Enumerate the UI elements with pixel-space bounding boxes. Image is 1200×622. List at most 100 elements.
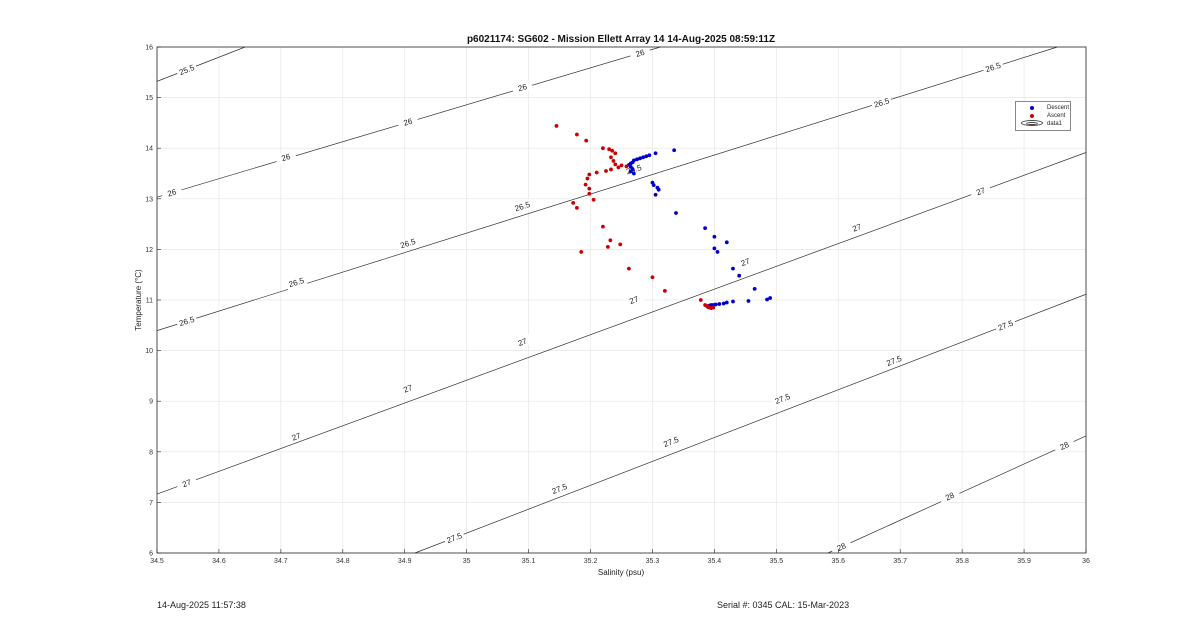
chart-title: p6021174: SG602 - Mission Ellett Array 1… [467,34,775,45]
contour-label-bg [830,538,853,556]
descent-point [746,299,751,303]
ascent-point [604,169,608,173]
contour-label-bg [443,529,466,547]
y-tick-label: 9 [149,399,153,406]
contour-label-bg [548,480,571,498]
legend-item-descent: Descent [1019,104,1069,112]
y-tick-label: 16 [145,45,153,52]
descent-point [715,250,720,254]
ascent-point [611,158,616,163]
x-tick-label: 35.1 [522,558,536,565]
contour-label-bg [629,45,652,61]
ascent-point [624,164,629,169]
y-tick-label: 15 [145,95,153,102]
x-tick-label: 34.5 [150,558,164,565]
y-tick-label: 10 [145,348,153,355]
ascent-point [571,200,576,205]
contour-label-bg [882,352,906,369]
ascent-point [627,266,631,271]
ascent-point [583,182,588,187]
ascent-point [554,124,559,128]
y-tick-label: 6 [149,551,153,558]
footer-timestamp: 14-Aug-2025 11:57:38 [157,600,246,610]
footer-serial-cal: Serial #: 0345 CAL: 15-Mar-2023 [717,600,850,610]
ascent-point [609,155,613,160]
x-tick-label: 35.3 [646,558,660,565]
ascent-point [613,162,618,167]
contour-label-bg [274,149,297,165]
contour-label: 27 [975,186,987,198]
ascent-point [607,147,612,152]
contour-line [156,152,1087,495]
ascent-point [711,305,716,310]
descent-point [647,153,652,158]
contour-label-bg [175,61,198,79]
descent-point [651,183,656,188]
descent-point [631,171,636,176]
density-contours: 25.5262626262626.526.526.526.526.526.526… [156,45,1087,556]
descent-point [731,299,735,304]
contour-label: 28 [836,541,848,553]
descent-point [656,187,661,192]
descent-point [731,266,735,271]
descent-point [644,154,649,159]
ascent-point [650,275,655,280]
contour-label-bg [511,198,534,215]
y-tick-label: 12 [145,247,153,254]
contour-label: 27 [517,336,529,348]
x-tick-label: 36 [1082,558,1090,565]
contour-label-bg [982,59,1005,76]
contour-label: 27 [740,256,752,268]
contour-label-bg [160,185,183,201]
ascent-point [613,151,618,156]
ascent-point [587,172,592,177]
contour-label-bg [1053,437,1076,455]
x-tick-label: 34.7 [274,558,288,565]
x-axis-label: Salinity (psu) [598,568,645,577]
ascent-point [618,242,623,247]
x-tick-label: 35.5 [770,558,784,565]
descent-point [703,226,708,231]
x-tick-label: 35.2 [584,558,598,565]
contour-line [156,46,246,82]
contour-label-bg [845,219,868,236]
contour-label: 27 [851,222,863,234]
contour-label: 26 [517,82,529,93]
ascent-point [587,186,592,191]
contour-label-bg [396,380,419,397]
contour-label-bg [511,333,534,351]
contour-label-bg [285,274,308,291]
contour-label: 26 [166,187,178,198]
contour-label: 26 [280,152,292,163]
ascent-point [579,250,584,254]
descent-point [724,300,729,305]
contour-label-bg [969,183,992,200]
contour-label-bg [734,253,757,271]
ascent-point [610,148,615,153]
legend-item-ascent: Ascent [1019,112,1065,120]
grid [156,46,1087,554]
descent-point [721,301,726,306]
x-tick-label: 35.8 [955,558,969,565]
ascent-point [585,176,590,181]
contour-label-bg [938,487,961,506]
x-tick-label: 35.6 [831,558,845,565]
y-tick-label: 7 [149,500,153,507]
contour-label: 28 [944,490,956,502]
ascent-point [575,206,579,210]
ascent-point [584,138,589,143]
ascent-point [662,288,667,293]
contour-label-bg [175,475,198,492]
x-tick-label: 35.4 [708,558,722,565]
ascent-point [605,244,610,249]
contour-label-bg [396,114,419,130]
descent-point [653,151,658,156]
descent-point [737,273,742,278]
contour-label: 27 [291,431,303,443]
ascent-point [575,132,579,137]
contour-label: 27 [181,478,193,490]
x-tick-label: 35.7 [893,558,907,565]
y-tick-label: 13 [145,196,153,203]
descent-point [635,157,639,162]
